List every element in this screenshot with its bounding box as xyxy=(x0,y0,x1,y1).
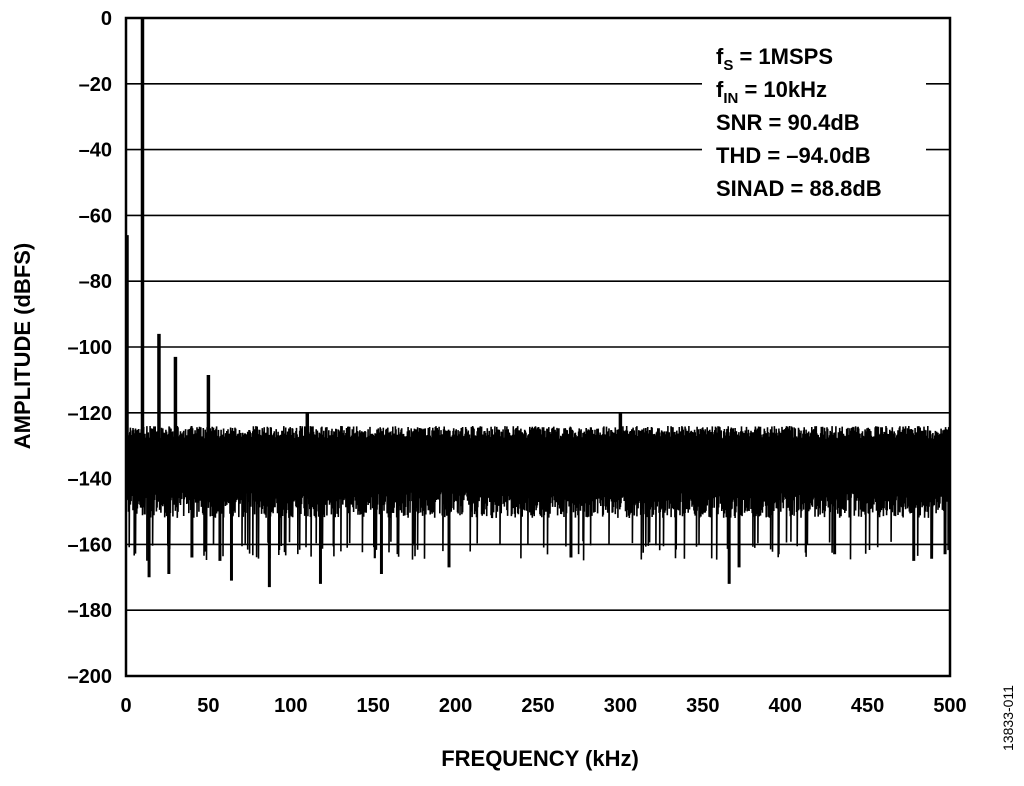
x-tick-label: 300 xyxy=(604,695,637,717)
y-tick-label: –40 xyxy=(79,140,112,162)
x-tick-label: 400 xyxy=(769,695,802,717)
y-tick-label: –20 xyxy=(79,74,112,96)
annotation-box: fS = 1MSPS fIN = 10kHz SNR = 90.4dB THD … xyxy=(702,34,926,206)
y-tick-label: –200 xyxy=(68,666,113,688)
y-tick-label: 0 xyxy=(101,8,112,30)
x-tick-labels: 0 50 100 150 200 250 300 350 400 450 500 xyxy=(120,695,966,717)
annotation-sinad: SINAD = 88.8dB xyxy=(716,176,882,201)
x-tick-label: 200 xyxy=(439,695,472,717)
x-tick-label: 150 xyxy=(357,695,390,717)
y-tick-label: –60 xyxy=(79,205,112,227)
y-tick-label: –160 xyxy=(68,534,113,556)
x-tick-label: 250 xyxy=(521,695,554,717)
x-tick-label: 450 xyxy=(851,695,884,717)
x-axis-title: FREQUENCY (kHz) xyxy=(441,746,639,771)
annotation-thd: THD = –94.0dB xyxy=(716,143,871,168)
x-tick-label: 350 xyxy=(686,695,719,717)
annotation-fs: fS = 1MSPS xyxy=(716,44,833,74)
figure-id: 13833-011 xyxy=(1000,685,1016,751)
x-tick-label: 100 xyxy=(274,695,307,717)
annotation-background xyxy=(702,34,926,206)
y-tick-label: –140 xyxy=(68,469,113,491)
annotation-snr: SNR = 90.4dB xyxy=(716,110,860,135)
y-tick-label: –180 xyxy=(68,600,113,622)
y-axis-title: AMPLITUDE (dBFS) xyxy=(10,243,35,450)
y-tick-label: –80 xyxy=(79,271,112,293)
x-tick-label: 0 xyxy=(120,695,131,717)
plot-frame xyxy=(124,16,952,678)
x-tick-label: 500 xyxy=(933,695,966,717)
y-tick-label: –100 xyxy=(68,337,113,359)
noise-floor xyxy=(125,425,951,561)
y-tick-label: –120 xyxy=(68,403,113,425)
x-tick-label: 50 xyxy=(197,695,219,717)
y-tick-labels: 0 –20 –40 –60 –80 –100 –120 –140 –160 –180 –200 xyxy=(68,8,113,688)
annotation-fin: fIN = 10kHz xyxy=(716,77,827,107)
